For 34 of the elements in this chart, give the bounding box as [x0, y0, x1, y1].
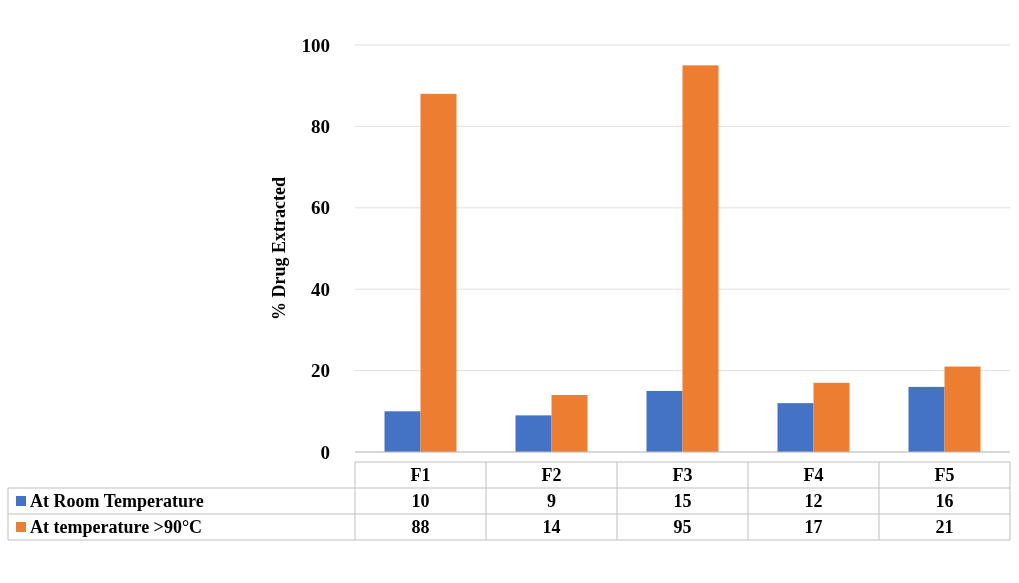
- data-label: 88: [411, 517, 430, 538]
- bar: [682, 65, 719, 452]
- x-tick-label: F1: [410, 465, 431, 486]
- x-tick-label: F5: [934, 465, 955, 486]
- bar: [908, 386, 945, 452]
- data-label: 10: [411, 491, 430, 512]
- bar: [813, 382, 850, 452]
- data-label: 15: [673, 491, 692, 512]
- data-label: 14: [542, 517, 561, 538]
- data-label: 21: [935, 517, 954, 538]
- y-tick-label: 0: [320, 441, 330, 463]
- y-tick-label: 80: [311, 116, 330, 138]
- data-label: 16: [935, 491, 954, 512]
- bar: [384, 411, 421, 452]
- x-tick-label: F3: [672, 465, 693, 486]
- data-label: 95: [673, 517, 692, 538]
- bar: [646, 390, 683, 452]
- bar: [777, 403, 814, 452]
- data-label: 9: [547, 491, 556, 512]
- x-tick-label: F4: [803, 465, 824, 486]
- x-tick-label: F2: [541, 465, 562, 486]
- data-label: 12: [804, 491, 823, 512]
- data-label: 17: [804, 517, 823, 538]
- y-tick-label: 20: [311, 360, 330, 382]
- bar: [515, 415, 552, 452]
- bar: [551, 395, 588, 452]
- bar: [944, 366, 981, 452]
- legend-label: At Room Temperature: [30, 491, 204, 512]
- bar: [420, 93, 457, 452]
- y-tick-label: 60: [311, 197, 330, 219]
- legend-label: At temperature >90°C: [30, 517, 203, 538]
- y-tick-label: 40: [311, 278, 330, 300]
- y-tick-label: 100: [301, 34, 330, 56]
- y-axis-title: % Drug Extracted: [269, 177, 289, 320]
